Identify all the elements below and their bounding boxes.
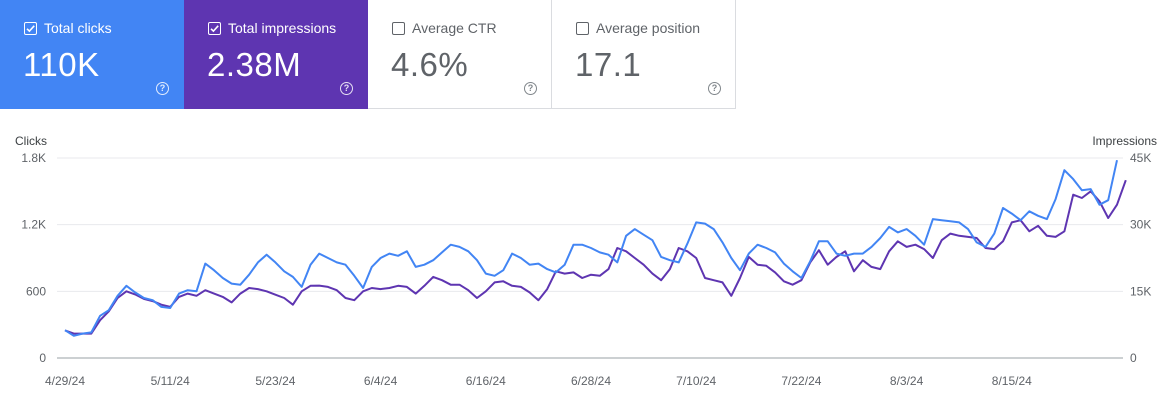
metric-value: 4.6% [391,46,469,83]
x-axis-tick-label: 8/15/24 [992,374,1032,388]
metric-card-average-ctr[interactable]: Average CTR 4.6% ? [368,0,552,109]
left-axis-tick-label: 600 [26,284,46,298]
checkbox-unchecked-icon[interactable] [576,21,589,35]
metric-card-header: Total clicks [24,20,112,36]
help-icon[interactable]: ? [524,82,537,95]
impressions-series-line [64,179,1127,335]
right-axis-tick-label: 30K [1130,218,1151,232]
metric-value: 2.38M [207,46,302,83]
x-axis-tick-label: 8/3/24 [890,374,924,388]
metric-card-header: Average CTR [392,20,497,36]
clicks-series-line [64,159,1118,337]
metric-card-average-position[interactable]: Average position 17.1 ? [552,0,736,109]
help-icon[interactable]: ? [340,82,353,95]
metric-label: Average position [596,20,701,36]
metric-card-total-impressions[interactable]: Total impressions 2.38M ? [184,0,368,109]
metric-label: Average CTR [412,20,497,36]
metric-value: 17.1 [575,46,642,83]
performance-chart-svg: 0 600 1.2K 1.8K 0 15K 30K 45K Clicks Impressions 4… [15,134,1157,388]
left-axis-tick-label: 1.2K [21,218,46,232]
x-axis-tick-label: 5/11/24 [151,374,190,388]
x-axis-tick-label: 6/16/24 [466,374,506,388]
checkbox-checked-icon[interactable] [208,21,221,35]
x-axis-tick-label: 7/10/24 [676,374,716,388]
x-axis-tick-label: 6/4/24 [364,374,398,388]
right-axis-tick-label: 15K [1130,284,1151,298]
checkbox-checked-icon[interactable] [24,21,37,35]
help-icon[interactable]: ? [156,82,169,95]
right-axis-tick-label: 0 [1130,351,1137,365]
metric-label: Total impressions [228,20,337,36]
metric-card-total-clicks[interactable]: Total clicks 110K ? [0,0,184,109]
metric-card-header: Total impressions [208,20,336,36]
metric-cards: Total clicks 110K ? Total impressions 2.… [0,0,736,109]
left-axis-title: Clicks [15,134,47,148]
metric-label: Total clicks [44,20,112,36]
metric-card-header: Average position [576,20,700,36]
x-axis-tick-label: 4/29/24 [45,374,85,388]
metric-value: 110K [23,46,100,83]
left-axis-tick-label: 0 [39,351,46,365]
right-axis-title: Impressions [1092,134,1157,148]
x-axis-tick-label: 7/22/24 [781,374,821,388]
right-axis-tick-label: 45K [1130,151,1151,165]
x-axis-tick-label: 5/23/24 [255,374,295,388]
x-axis-tick-label: 6/28/24 [571,374,611,388]
left-axis-tick-label: 1.8K [21,151,46,165]
help-icon[interactable]: ? [708,82,721,95]
performance-chart: 0 600 1.2K 1.8K 0 15K 30K 45K Clicks Impressions 4… [0,120,1172,413]
checkbox-unchecked-icon[interactable] [392,21,405,35]
